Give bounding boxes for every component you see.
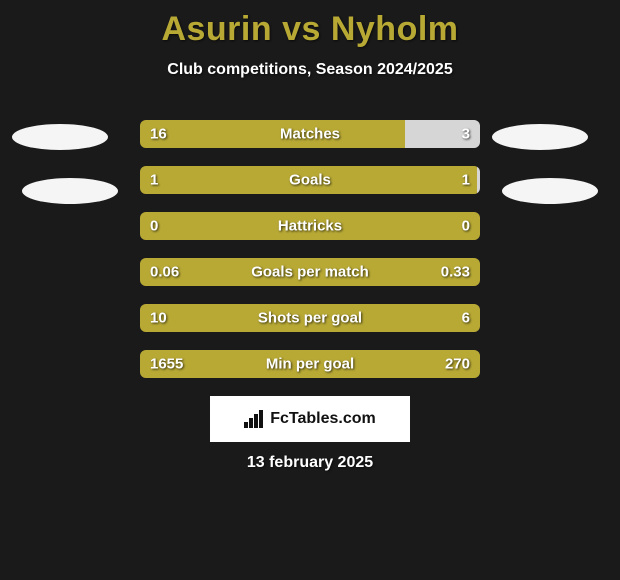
bar-metric-label: Goals per match: [251, 264, 369, 281]
bar-metric-label: Min per goal: [266, 356, 354, 373]
page-title: Asurin vs Nyholm: [0, 0, 620, 49]
bar-row: 0 0 Hattricks: [0, 212, 620, 240]
bar-left-value: 1655: [150, 356, 183, 373]
bar-right-value: 270: [445, 356, 470, 373]
date-text: 13 february 2025: [247, 454, 373, 472]
bar-metric-label: Goals: [289, 172, 331, 189]
bar-right-value: 6: [462, 310, 470, 327]
bar-left-value: 16: [150, 126, 167, 143]
team-ellipse: [22, 178, 118, 204]
subtitle: Club competitions, Season 2024/2025: [0, 61, 620, 79]
bar-row: 10 6 Shots per goal: [0, 304, 620, 332]
bar-track: 16 3 Matches: [140, 120, 480, 148]
team-ellipse: [502, 178, 598, 204]
site-badge: FcTables.com: [210, 396, 410, 442]
bar-right-value: 0.33: [441, 264, 470, 281]
team-ellipse: [492, 124, 588, 150]
bar-left-value: 10: [150, 310, 167, 327]
team-ellipse: [12, 124, 108, 150]
bar-track: 10 6 Shots per goal: [140, 304, 480, 332]
comparison-bars: 16 3 Matches 1 1 Goals 0 0 Hattricks 0.06 0.33 Goal…: [0, 120, 620, 396]
bar-left-fill: [140, 120, 405, 148]
badge-text: FcTables.com: [270, 410, 376, 428]
bar-track: 1 1 Goals: [140, 166, 480, 194]
bar-right-fill: [477, 166, 480, 194]
bar-metric-label: Hattricks: [278, 218, 342, 235]
bar-metric-label: Shots per goal: [258, 310, 362, 327]
bar-track: 0.06 0.33 Goals per match: [140, 258, 480, 286]
bar-track: 1655 270 Min per goal: [140, 350, 480, 378]
bar-left-value: 1: [150, 172, 158, 189]
bar-row: 0.06 0.33 Goals per match: [0, 258, 620, 286]
bar-right-value: 0: [462, 218, 470, 235]
bar-left-value: 0: [150, 218, 158, 235]
bar-row: 1655 270 Min per goal: [0, 350, 620, 378]
bar-metric-label: Matches: [280, 126, 340, 143]
bar-left-value: 0.06: [150, 264, 179, 281]
chart-icon: [244, 410, 264, 428]
bar-right-value: 3: [462, 126, 470, 143]
bar-right-value: 1: [462, 172, 470, 189]
bar-track: 0 0 Hattricks: [140, 212, 480, 240]
